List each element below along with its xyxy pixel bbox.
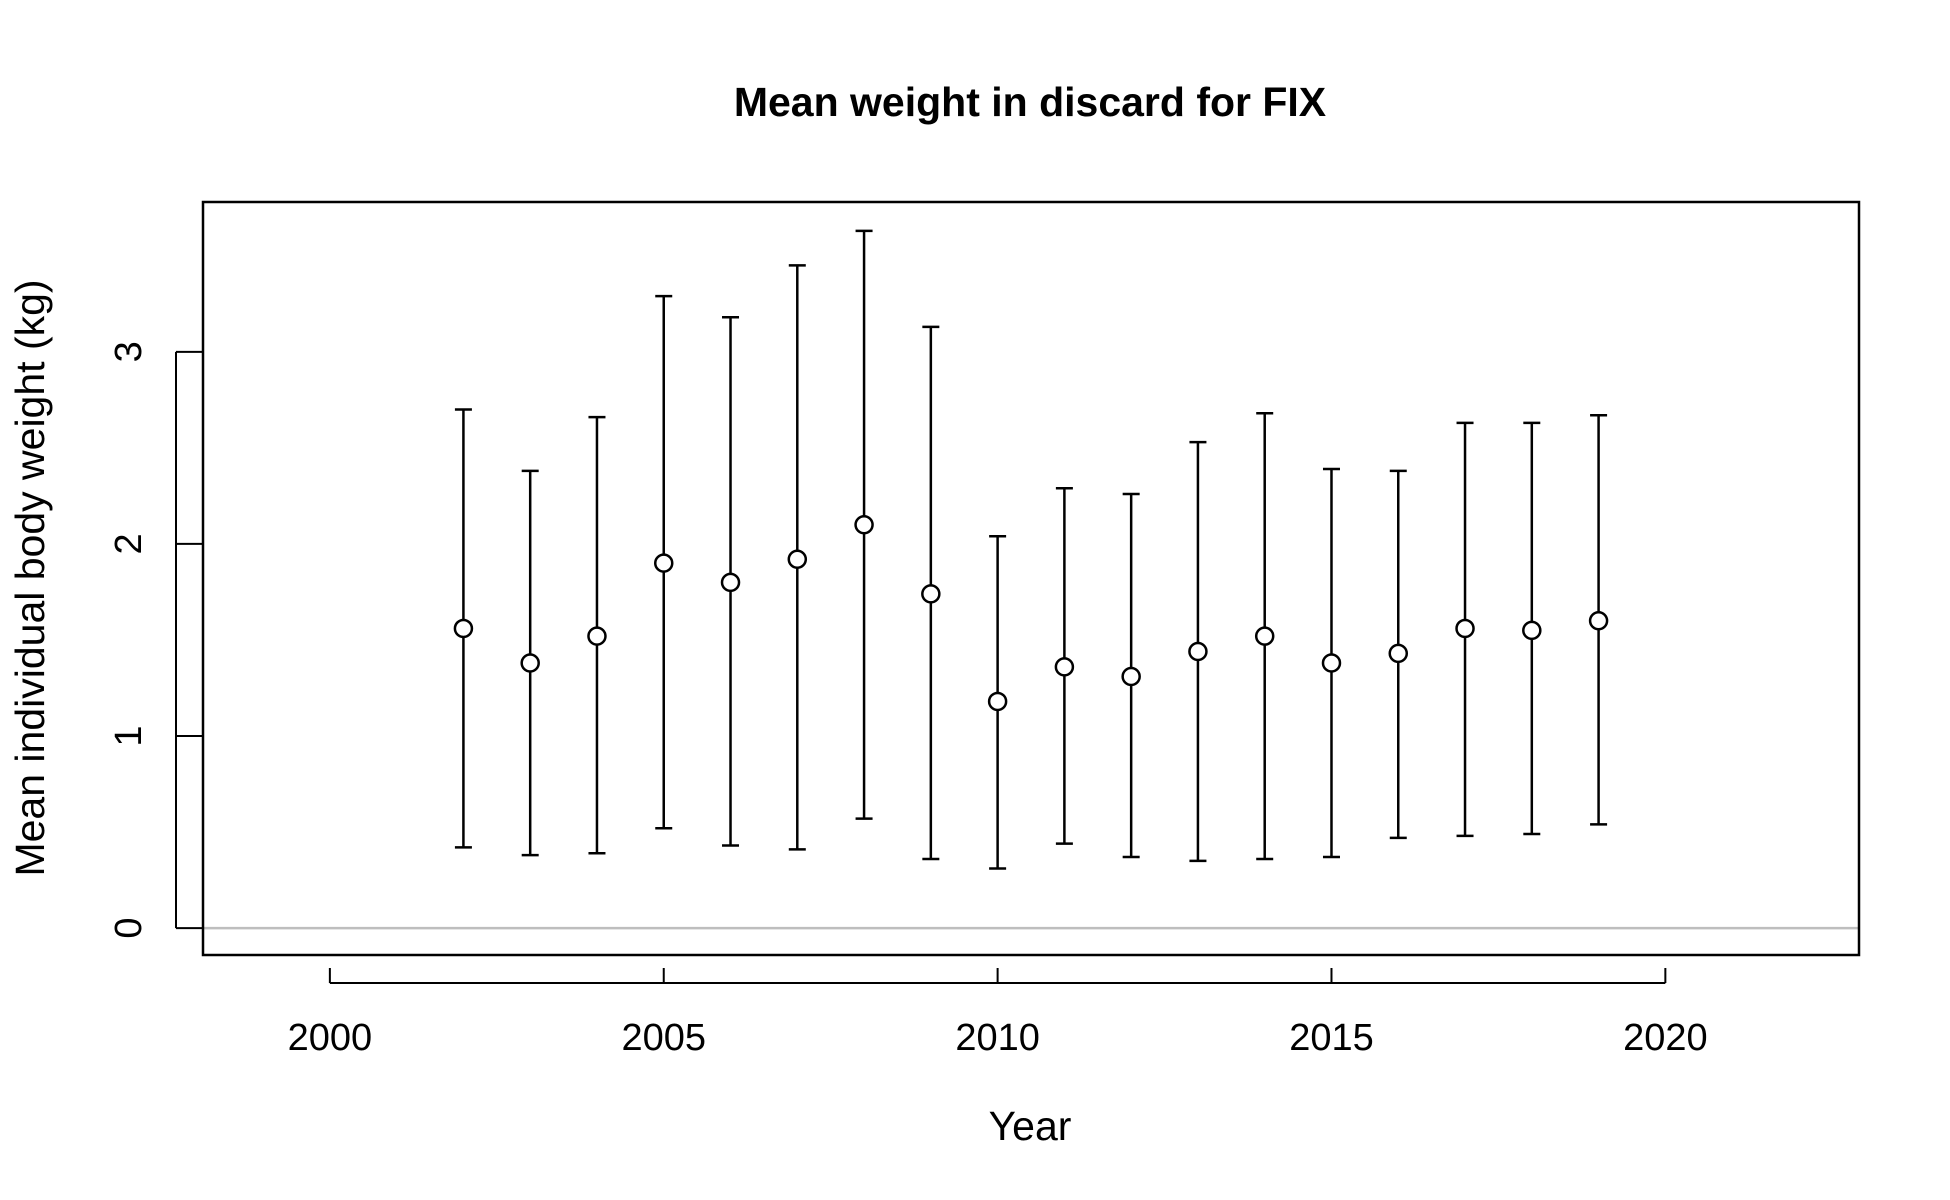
y-tick-label: 2 (108, 533, 150, 554)
data-point (587, 626, 607, 646)
data-point (520, 653, 540, 673)
data-point (1388, 643, 1409, 664)
x-axis-label: Year (989, 1103, 1072, 1149)
y-axis-label: Mean individual body weight (kg) (7, 279, 53, 876)
data-point (1188, 641, 1208, 662)
axes: 2000 2005 2010 2015 2020 0 1 2 3 (108, 341, 1708, 1059)
plot-frame (201, 200, 1861, 957)
data-point (1522, 620, 1542, 641)
data-point (1254, 626, 1275, 646)
x-tick-label: 2005 (621, 1017, 706, 1059)
data-point (1455, 618, 1475, 639)
x-tick-label: 2020 (1623, 1017, 1708, 1059)
x-tick-label: 2010 (955, 1017, 1040, 1059)
data-point (1321, 653, 1342, 673)
data-point (854, 514, 874, 535)
chart-title: Mean weight in discard for FIX (734, 79, 1326, 125)
y-tick-label: 0 (108, 918, 150, 939)
data-point (453, 618, 474, 639)
y-tick-label: 3 (108, 341, 150, 362)
x-tick-label: 2015 (1289, 1017, 1374, 1059)
data-point (921, 584, 941, 604)
data-point (987, 691, 1008, 712)
y-tick-label: 1 (108, 725, 150, 746)
data-series (453, 229, 1609, 870)
data-point (787, 549, 808, 570)
data-point (1588, 611, 1609, 631)
x-tick-label: 2000 (288, 1017, 373, 1059)
data-point (1054, 657, 1075, 677)
data-point (1121, 666, 1141, 687)
data-point (653, 553, 674, 573)
data-point (720, 572, 741, 593)
